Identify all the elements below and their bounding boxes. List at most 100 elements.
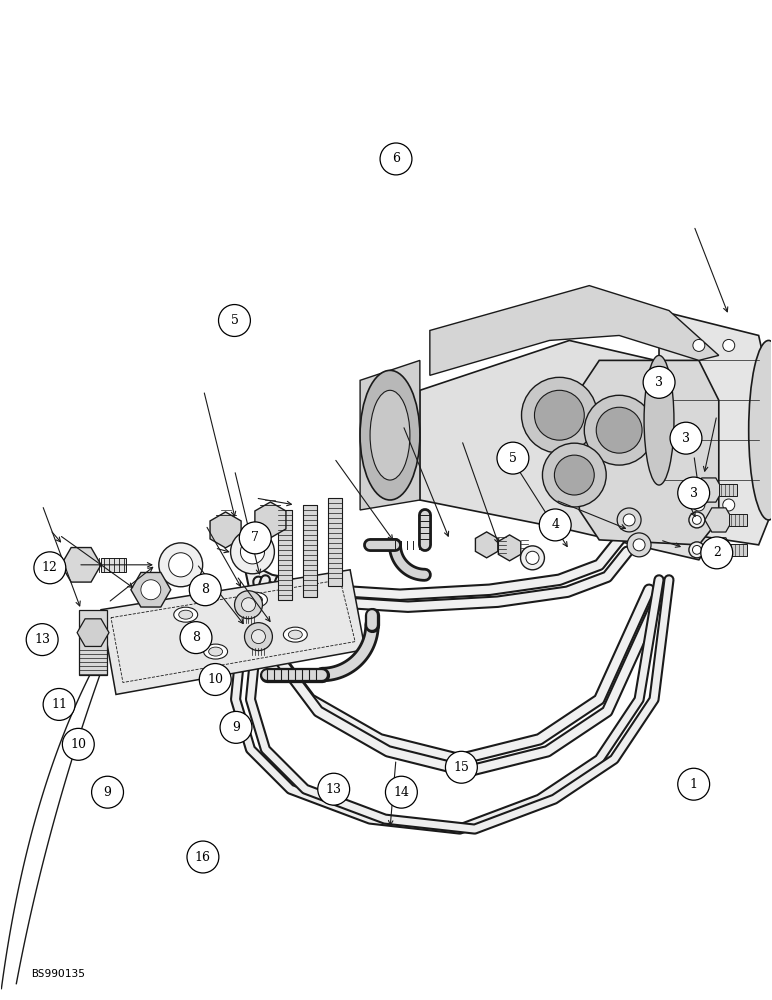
Ellipse shape xyxy=(179,610,193,619)
Polygon shape xyxy=(659,311,769,545)
Circle shape xyxy=(63,728,94,760)
Polygon shape xyxy=(705,538,733,562)
Text: 3: 3 xyxy=(689,487,698,500)
Circle shape xyxy=(633,539,645,551)
Circle shape xyxy=(693,339,705,351)
Text: 4: 4 xyxy=(551,518,559,531)
Text: 10: 10 xyxy=(207,673,223,686)
Circle shape xyxy=(689,512,705,528)
Circle shape xyxy=(92,776,124,808)
Circle shape xyxy=(141,580,161,600)
Bar xyxy=(719,484,736,496)
Circle shape xyxy=(554,455,594,495)
Circle shape xyxy=(187,841,219,873)
Ellipse shape xyxy=(289,630,303,639)
Circle shape xyxy=(180,622,212,654)
Circle shape xyxy=(692,486,701,494)
Polygon shape xyxy=(420,340,719,560)
Circle shape xyxy=(526,551,539,564)
Polygon shape xyxy=(255,502,286,538)
Circle shape xyxy=(34,552,66,584)
Text: 15: 15 xyxy=(453,761,469,774)
Circle shape xyxy=(689,482,705,498)
Circle shape xyxy=(497,442,529,474)
Ellipse shape xyxy=(749,340,772,520)
Ellipse shape xyxy=(204,644,228,659)
Polygon shape xyxy=(579,360,719,545)
Circle shape xyxy=(26,624,58,656)
Circle shape xyxy=(235,591,262,619)
Ellipse shape xyxy=(360,370,420,500)
Polygon shape xyxy=(499,535,521,561)
Circle shape xyxy=(723,339,735,351)
Text: 9: 9 xyxy=(103,786,111,799)
Text: 16: 16 xyxy=(195,851,211,864)
Polygon shape xyxy=(131,572,171,607)
Polygon shape xyxy=(210,512,241,548)
Circle shape xyxy=(534,390,584,440)
Polygon shape xyxy=(430,286,719,375)
Bar xyxy=(101,558,126,572)
Circle shape xyxy=(584,395,654,465)
Text: 8: 8 xyxy=(192,631,200,644)
Text: 5: 5 xyxy=(509,452,517,465)
Circle shape xyxy=(643,366,675,398)
Bar xyxy=(328,498,342,586)
Polygon shape xyxy=(476,532,498,558)
Ellipse shape xyxy=(174,607,198,622)
Bar xyxy=(729,544,747,556)
Bar xyxy=(279,510,293,600)
Polygon shape xyxy=(360,360,420,510)
Text: 11: 11 xyxy=(51,698,67,711)
Bar xyxy=(79,610,107,675)
Ellipse shape xyxy=(370,390,410,480)
Circle shape xyxy=(169,553,193,577)
Ellipse shape xyxy=(644,355,674,485)
Text: 8: 8 xyxy=(201,583,209,596)
Circle shape xyxy=(445,751,477,783)
Polygon shape xyxy=(61,548,101,582)
Circle shape xyxy=(723,499,735,511)
Bar xyxy=(729,514,747,526)
Circle shape xyxy=(231,530,274,574)
Text: 6: 6 xyxy=(392,152,400,165)
Text: 1: 1 xyxy=(689,778,698,791)
Circle shape xyxy=(543,443,606,507)
Circle shape xyxy=(520,546,544,570)
Ellipse shape xyxy=(243,592,267,607)
Text: 5: 5 xyxy=(231,314,239,327)
Circle shape xyxy=(670,422,702,454)
Circle shape xyxy=(701,537,733,569)
Circle shape xyxy=(692,545,701,554)
Text: BS99O135: BS99O135 xyxy=(32,969,85,979)
Text: 3: 3 xyxy=(655,376,663,389)
Circle shape xyxy=(240,540,265,564)
Text: 14: 14 xyxy=(394,786,409,799)
Text: 13: 13 xyxy=(34,633,50,646)
Text: 13: 13 xyxy=(326,783,342,796)
Circle shape xyxy=(678,477,709,509)
Polygon shape xyxy=(695,478,723,502)
Circle shape xyxy=(199,664,231,695)
Bar xyxy=(303,505,317,597)
Polygon shape xyxy=(77,619,109,646)
Circle shape xyxy=(380,143,412,175)
Circle shape xyxy=(218,305,250,336)
Circle shape xyxy=(189,574,221,606)
Circle shape xyxy=(692,516,701,524)
Ellipse shape xyxy=(208,647,222,656)
Circle shape xyxy=(318,773,350,805)
Text: 9: 9 xyxy=(232,721,240,734)
Text: 3: 3 xyxy=(682,432,690,445)
Text: 2: 2 xyxy=(713,546,721,559)
Circle shape xyxy=(678,768,709,800)
Text: 12: 12 xyxy=(42,561,58,574)
Circle shape xyxy=(239,522,271,554)
Text: 7: 7 xyxy=(252,531,259,544)
Circle shape xyxy=(252,630,266,644)
Circle shape xyxy=(693,499,705,511)
Circle shape xyxy=(689,542,705,558)
Circle shape xyxy=(522,377,598,453)
Polygon shape xyxy=(101,570,365,694)
Ellipse shape xyxy=(249,595,262,604)
